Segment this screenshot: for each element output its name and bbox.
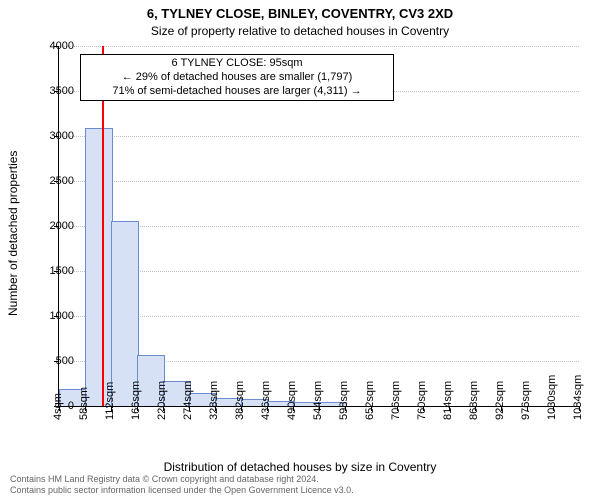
- y-tick-label: 1000: [24, 310, 74, 322]
- y-tick-label: 2500: [24, 175, 74, 187]
- histogram-bar: [111, 221, 139, 407]
- histogram-bar: [85, 128, 113, 406]
- grid-line: [59, 136, 579, 137]
- footer-attribution: Contains HM Land Registry data © Crown c…: [10, 474, 354, 496]
- y-axis-title: Number of detached properties: [6, 151, 20, 316]
- chart-title-sub: Size of property relative to detached ho…: [0, 24, 600, 38]
- annotation-line-2: ← 29% of detached houses are smaller (1,…: [87, 71, 387, 85]
- annotation-box: 6 TYLNEY CLOSE: 95sqm ← 29% of detached …: [80, 54, 394, 101]
- grid-line: [59, 46, 579, 47]
- y-tick-label: 500: [24, 355, 74, 367]
- y-tick-label: 0: [24, 400, 74, 412]
- footer-line-1: Contains HM Land Registry data © Crown c…: [10, 474, 354, 485]
- chart-title-main: 6, TYLNEY CLOSE, BINLEY, COVENTRY, CV3 2…: [0, 6, 600, 21]
- y-tick-label: 3500: [24, 85, 74, 97]
- annotation-line-3: 71% of semi-detached houses are larger (…: [87, 85, 387, 99]
- y-tick-label: 4000: [24, 40, 74, 52]
- footer-line-2: Contains public sector information licen…: [10, 485, 354, 496]
- x-axis-title: Distribution of detached houses by size …: [0, 460, 600, 474]
- y-tick-label: 2000: [24, 220, 74, 232]
- y-tick-label: 3000: [24, 130, 74, 142]
- y-tick-label: 1500: [24, 265, 74, 277]
- grid-line: [59, 181, 579, 182]
- property-size-histogram: 6, TYLNEY CLOSE, BINLEY, COVENTRY, CV3 2…: [0, 0, 600, 500]
- annotation-line-1: 6 TYLNEY CLOSE: 95sqm: [87, 57, 387, 71]
